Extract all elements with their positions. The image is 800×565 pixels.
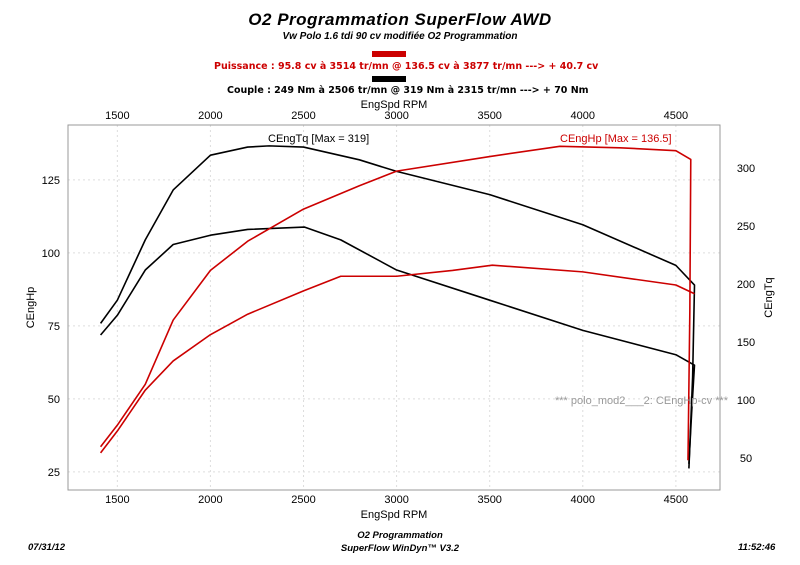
series-line-0 — [99, 145, 696, 469]
power-color-swatch — [372, 51, 406, 57]
footer-date: 07/31/12 — [28, 542, 65, 553]
x-top-tick-label: 2500 — [291, 110, 315, 122]
chart-title: O2 Programmation SuperFlow AWD — [248, 10, 552, 29]
series-line-1 — [99, 226, 696, 464]
y-left-tick-label: 125 — [42, 175, 60, 187]
plot-frame — [67, 124, 721, 491]
y-right-tick-label: 250 — [737, 221, 755, 233]
torque-color-swatch — [372, 76, 406, 82]
chart-subtitle: Vw Polo 1.6 tdi 90 cv modifiée O2 Progra… — [282, 31, 518, 42]
y-left-tick-label: 50 — [48, 394, 60, 406]
trace-label: *** polo_mod2___2: CEngHp-cv *** — [555, 395, 729, 407]
x-tick-label: 4000 — [571, 494, 595, 506]
x-tick-label: 3000 — [384, 494, 408, 506]
y-left-axis-label: CEngHp — [25, 287, 37, 329]
y-left-tick-label: 75 — [48, 321, 60, 333]
series-line-2 — [99, 145, 692, 461]
y-left-tick-label: 100 — [42, 248, 60, 260]
x-axis-label: EngSpd RPM — [361, 509, 428, 521]
torque-max-annotation: CEngTq [Max = 319] — [268, 133, 369, 145]
y-right-tick-label: 200 — [737, 279, 755, 291]
hp-max-annotation: CEngHp [Max = 136.5] — [560, 133, 672, 145]
x-tick-label: 3500 — [477, 494, 501, 506]
y-left-tick-label: 25 — [48, 467, 60, 479]
y-right-axis-label: CEngTq — [763, 277, 775, 317]
x-tick-label: 2500 — [291, 494, 315, 506]
x-tick-label: 4500 — [664, 494, 688, 506]
power-summary: Puissance : 95.8 cv à 3514 tr/mn @ 136.5… — [214, 61, 599, 72]
x-top-tick-label: 3500 — [477, 110, 501, 122]
x-top-tick-label: 1500 — [105, 110, 129, 122]
x-top-tick-label: 4500 — [664, 110, 688, 122]
x-top-axis-label: EngSpd RPM — [361, 99, 428, 111]
x-top-tick-label: 4000 — [571, 110, 595, 122]
footer-time: 11:52:46 — [738, 542, 776, 553]
x-top-tick-label: 2000 — [198, 110, 222, 122]
series-line-3 — [99, 264, 695, 454]
x-tick-label: 1500 — [105, 494, 129, 506]
torque-summary: Couple : 249 Nm à 2506 tr/mn @ 319 Nm à … — [227, 85, 589, 96]
footer-company: O2 Programmation — [357, 530, 443, 541]
y-right-tick-label: 100 — [737, 395, 755, 407]
y-right-tick-label: 150 — [737, 337, 755, 349]
y-right-tick-label: 300 — [737, 163, 755, 175]
x-tick-label: 2000 — [198, 494, 222, 506]
y-right-tick-label: 50 — [740, 453, 752, 465]
x-top-tick-label: 3000 — [384, 110, 408, 122]
footer-software: SuperFlow WinDyn™ V3.2 — [340, 543, 460, 554]
